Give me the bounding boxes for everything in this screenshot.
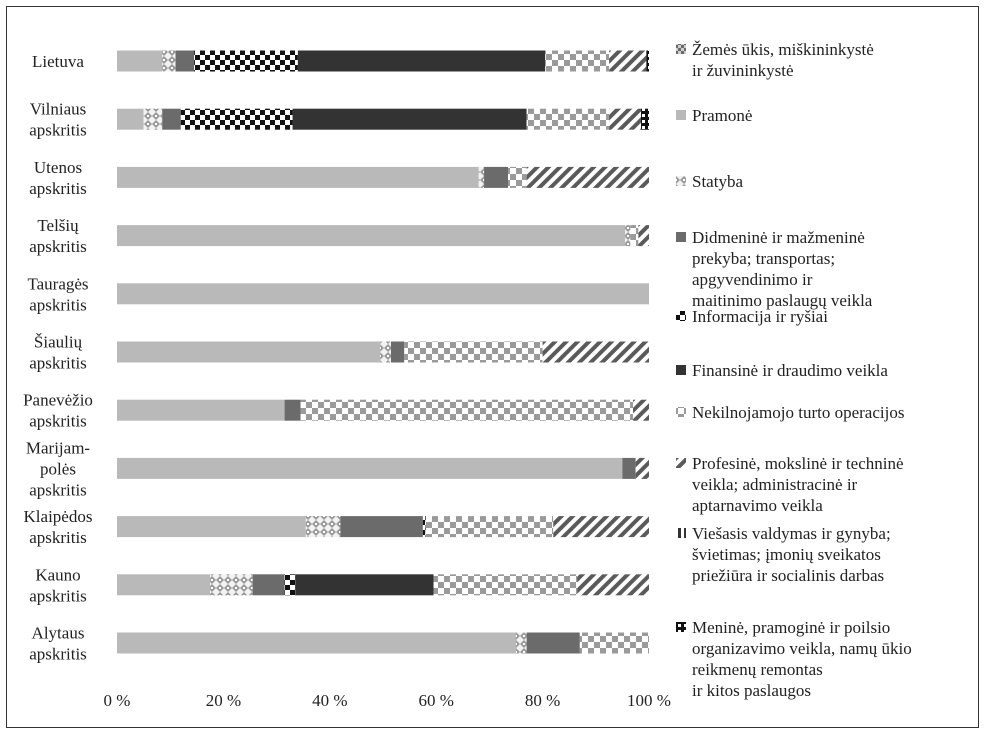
- legend-swatch-0: [676, 44, 686, 54]
- bar-lietuva-s2: [162, 50, 176, 72]
- bar-vilniaus-apskritis-s2: [143, 108, 163, 130]
- bar-klaipedos-apskritis-s2: [305, 516, 341, 538]
- bar-utenos-apskritis-s3: [484, 166, 509, 188]
- legend-label-7: Profesinė, mokslinė ir techninė veikla; a…: [692, 454, 904, 515]
- x-tick-label: 60 %: [418, 691, 453, 710]
- legend-label-3: Didmeninė ir mažmeninė prekyba; transport…: [692, 228, 873, 310]
- legend-label-9: Meninė, pramoginė ir poilsio organizavimo…: [692, 618, 912, 700]
- legend-swatch-5: [676, 365, 686, 375]
- bar-alytaus-apskritis-s1: [117, 632, 516, 654]
- bar-telsiu-apskritis-s2: [625, 225, 631, 247]
- legend-swatch-9: [676, 622, 686, 632]
- category-label-lietuva: Lietuva: [32, 52, 84, 71]
- bar-alytaus-apskritis-s3: [526, 632, 580, 654]
- bar-panevezio-apskritis-s7: [633, 399, 649, 421]
- x-tick-label: 40 %: [312, 691, 347, 710]
- category-label-utenos-apskritis: Utenos apskritis: [29, 158, 87, 198]
- bar-klaipedos-apskritis-s6: [425, 516, 554, 538]
- legend-label-5: Finansinė ir draudimo veikla: [692, 361, 888, 380]
- bar-telsiu-apskritis-s1: [117, 225, 626, 247]
- bar-klaipedos-apskritis-s4: [422, 516, 426, 538]
- legend-label-2: Statyba: [692, 172, 743, 191]
- legend-swatch-6: [676, 407, 686, 417]
- legend-swatch-3: [676, 232, 686, 242]
- bar-kauno-apskritis-s1: [117, 574, 211, 596]
- bar-siauliu-apskritis-s3: [390, 341, 405, 363]
- category-label-telsiu-apskritis: Telšių apskritis: [29, 216, 87, 256]
- bar-utenos-apskritis-s6: [508, 166, 527, 188]
- bar-lietuva-s6: [545, 50, 610, 72]
- category-label-marijam-poles-apskritis: Marijam-polės apskritis: [26, 438, 91, 499]
- legend-label-0: Žemės ūkis, miškininkystė ir žuvininkystė: [692, 40, 874, 80]
- category-labels: Lietuva Vilniaus apskritis Utenos apskritis T…: [23, 52, 93, 664]
- category-label-alytaus-apskritis: Alytaus apskritis: [29, 624, 87, 664]
- bar-klaipedos-apskritis-s7: [553, 516, 649, 538]
- bar-lietuva-s4: [194, 50, 298, 72]
- bar-vilniaus-apskritis-s5: [292, 108, 527, 130]
- legend-swatch-2: [676, 176, 686, 186]
- bar-kauno-apskritis-s5: [295, 574, 434, 596]
- bar-lietuva-s9: [646, 50, 649, 72]
- bar-lietuva-s7: [609, 50, 647, 72]
- x-tick-label: 20 %: [206, 691, 241, 710]
- bar-marijam-poles-apskritis-s1: [117, 457, 623, 479]
- bar-vilniaus-apskritis-s1: [117, 108, 144, 130]
- bar-siauliu-apskritis-s1: [117, 341, 381, 363]
- bar-utenos-apskritis-s1: [117, 166, 479, 188]
- bar-alytaus-apskritis-s6: [579, 632, 649, 654]
- bar-vilniaus-apskritis-s6: [526, 108, 610, 130]
- legend-label-8: Viešasis valdymas ir gynyba; švietimas; į…: [692, 524, 891, 585]
- bar-telsiu-apskritis-s7: [638, 225, 649, 247]
- x-tick-label: 0 %: [104, 691, 131, 710]
- category-label-klaipedos-apskritis: Klaipėdos apskritis: [24, 507, 93, 547]
- bar-utenos-apskritis-s7: [526, 166, 649, 188]
- category-label-panevezio-apskritis: Panevėžio apskritis: [23, 391, 93, 431]
- legend-label-4: Informacija ir ryšiai: [692, 307, 828, 326]
- bar-klaipedos-apskritis-s3: [340, 516, 423, 538]
- legend-label-6: Nekilnojamojo turto operacijos: [692, 403, 904, 422]
- legend-swatch-7: [676, 458, 686, 468]
- bar-siauliu-apskritis-s6: [404, 341, 543, 363]
- bar-vilniaus-apskritis-s3: [162, 108, 181, 130]
- bar-utenos-apskritis-s2: [478, 166, 485, 188]
- bar-alytaus-apskritis-s2: [516, 632, 527, 654]
- bar-marijam-poles-apskritis-s3: [622, 457, 636, 479]
- bar-telsiu-apskritis-s6: [630, 225, 639, 247]
- legend-swatch-8: [676, 528, 686, 538]
- bar-taurages-apskritis-s1: [117, 283, 649, 305]
- x-tick-label: 100 %: [627, 691, 671, 710]
- bar-vilniaus-apskritis-s7: [609, 108, 642, 130]
- bar-panevezio-apskritis-s6: [300, 399, 634, 421]
- legend-label-1: Pramonė: [692, 106, 752, 125]
- bars-layer: [117, 50, 649, 654]
- legend-swatch-1: [676, 110, 686, 120]
- bar-lietuva-s3: [175, 50, 195, 72]
- category-label-taurages-apskritis: Tauragės apskritis: [27, 274, 88, 314]
- bar-lietuva-s1: [117, 50, 163, 72]
- bar-kauno-apskritis-s4: [284, 574, 296, 596]
- x-axis: 0 % 20 % 40 % 60 % 80 % 100 %: [104, 691, 671, 710]
- bar-siauliu-apskritis-s7: [542, 341, 649, 363]
- x-tick-label: 80 %: [525, 691, 560, 710]
- category-label-siauliu-apskritis: Šiaulių apskritis: [29, 333, 87, 373]
- bar-klaipedos-apskritis-s1: [117, 516, 306, 538]
- bar-panevezio-apskritis-s1: [117, 399, 285, 421]
- bar-vilniaus-apskritis-s9: [641, 108, 649, 130]
- bar-kauno-apskritis-s2: [210, 574, 253, 596]
- category-label-vilniaus-apskritis: Vilniaus apskritis: [29, 100, 87, 140]
- bar-kauno-apskritis-s7: [577, 574, 649, 596]
- bar-siauliu-apskritis-s2: [380, 341, 391, 363]
- legend: Žemės ūkis, miškininkystė ir žuvininkystė…: [676, 40, 912, 700]
- bar-kauno-apskritis-s3: [252, 574, 285, 596]
- bar-panevezio-apskritis-s3: [284, 399, 301, 421]
- category-label-kauno-apskritis: Kauno apskritis: [29, 565, 87, 605]
- bar-kauno-apskritis-s6: [433, 574, 578, 596]
- bar-marijam-poles-apskritis-s7: [635, 457, 649, 479]
- legend-swatch-4: [676, 311, 686, 321]
- bar-lietuva-s5: [297, 50, 546, 72]
- bar-vilniaus-apskritis-s4: [180, 108, 293, 130]
